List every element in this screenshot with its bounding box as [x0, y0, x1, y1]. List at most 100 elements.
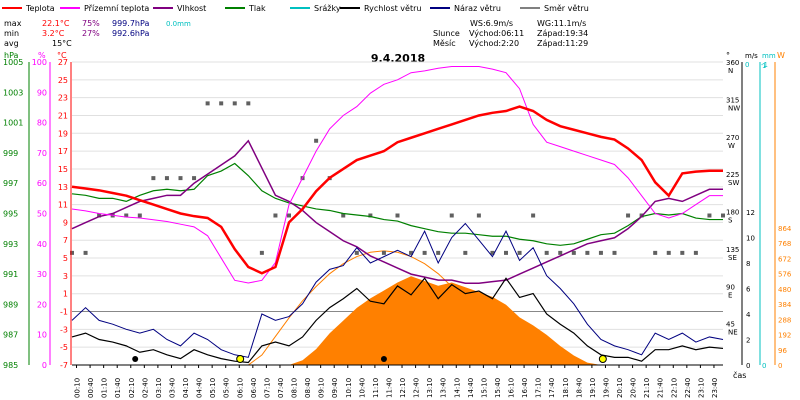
legend: Teplota Přízemní teplota Vlhkost Tlak Srážky… [2, 4, 589, 13]
stats-max-label: max [4, 19, 22, 28]
pct-tick-3: 30 [37, 270, 47, 279]
x-tick-label-11: 05:40 [223, 378, 231, 398]
x-tick-label-45: 22:40 [684, 378, 692, 398]
wm2-tick-8: 768 [778, 240, 791, 248]
ground-temp-line [71, 65, 723, 284]
x-tick-label-13: 06:40 [250, 378, 258, 398]
dir-tick-lbl-3: S [728, 217, 733, 225]
degc-tick-10: 13 [58, 183, 68, 192]
stats-moon-rise: Východ:2:20 [469, 39, 519, 48]
wind-dir-mark-12 [232, 101, 237, 106]
ms-unit: m/s [745, 52, 758, 60]
dir-tick-deg-4: 225 [726, 171, 739, 179]
x-tick-label-41: 20:40 [630, 378, 638, 398]
wind-dir-mark-10 [205, 101, 210, 106]
x-tick-label-26: 13:10 [426, 378, 434, 398]
x-tick-label-23: 11:40 [385, 378, 393, 398]
degc-tick-11: 15 [58, 165, 68, 174]
wind-dir-mark-20 [341, 213, 346, 218]
mm-tick-1: 1 [762, 62, 766, 70]
wind-dir-mark-43 [653, 250, 658, 255]
wind-dir-mark-0 [70, 250, 74, 255]
stats-min-label: min [4, 29, 19, 38]
sunrise-marker [236, 355, 245, 363]
stats-block: max 22.1°C 75% 999.7hPa 0.0mm min 3.2°C … [4, 19, 588, 48]
pct-tick-9: 90 [37, 88, 47, 97]
wind-dir-mark-27 [436, 250, 441, 255]
deg-unit: ° [726, 51, 730, 60]
pct-tick-6: 60 [37, 179, 47, 188]
stats-max-rain: 0.0mm [166, 20, 191, 28]
stats-min-temp: 3.2°C [42, 29, 65, 38]
ms-tick-3: 6 [746, 286, 751, 294]
legend-label-5: Rychlost větru [364, 4, 421, 13]
x-tick-label-47: 23:40 [711, 378, 719, 398]
degc-tick-8: 9 [63, 218, 68, 227]
ms-tick-4: 8 [746, 260, 750, 268]
ms-tick-0: 0 [746, 362, 750, 370]
stats-sun-set: Západ:19:34 [537, 29, 588, 38]
wind-dir-mark-5 [137, 213, 142, 218]
wind-dir-mark-48 [721, 213, 725, 218]
wind-dir-mark-28 [449, 213, 454, 218]
x-tick-label-39: 19:40 [602, 378, 610, 398]
wind-dir-mark-26 [422, 250, 427, 255]
hpa-tick-0: 985 [3, 361, 18, 370]
plot-area [70, 61, 725, 366]
stats-min-press: 992.6hPa [112, 29, 149, 38]
x-tick-label-4: 02:10 [128, 378, 136, 398]
dir-tick-deg-3: 180 [726, 209, 739, 217]
pct-tick-2: 20 [37, 300, 47, 309]
x-tick-label-2: 01:10 [101, 378, 109, 398]
degc-tick-16: 25 [58, 76, 68, 85]
x-tick-label-0: 00:10 [74, 378, 82, 398]
stats-max-temp: 22.1°C [42, 19, 70, 28]
x-tick-label-16: 08:10 [291, 378, 299, 398]
x-tick-label-1: 00:40 [87, 378, 95, 398]
ms-tick-1: 2 [746, 337, 750, 345]
pct-tick-4: 40 [37, 240, 47, 249]
wind-dir-mark-4 [124, 213, 129, 218]
x-tick-label-5: 02:40 [141, 378, 149, 398]
wm2-tick-7: 672 [778, 255, 791, 263]
stats-max-hum: 75% [82, 19, 100, 28]
pct-tick-7: 70 [37, 149, 47, 158]
dir-tick-lbl-7: N [728, 67, 733, 75]
wind-dir-mark-45 [680, 250, 685, 255]
hpa-tick-4: 993 [3, 240, 18, 249]
chart-title: 9.4.2018 [371, 52, 425, 65]
degc-tick-15: 23 [58, 94, 68, 103]
wind-dir-mark-37 [571, 250, 576, 255]
wind-dir-mark-11 [219, 101, 224, 106]
dir-tick-deg-1: 90 [726, 283, 735, 291]
x-tick-label-34: 17:10 [535, 378, 543, 398]
wind-dir-mark-16 [287, 213, 291, 218]
x-tick-label-28: 14:10 [453, 378, 461, 398]
x-tick-label-33: 16:40 [521, 378, 529, 398]
mm-top-label: -1 [761, 61, 768, 69]
legend-label-0: Teplota [25, 4, 55, 13]
wind-dir-mark-21 [354, 250, 359, 255]
degc-tick-3: -1 [60, 308, 68, 317]
wind-dir-mark-31 [490, 250, 495, 255]
stats-sun-rise: Východ:06:11 [469, 29, 524, 38]
x-tick-label-29: 14:40 [467, 378, 475, 398]
hpa-tick-9: 1003 [3, 88, 23, 97]
hpa-tick-6: 997 [3, 179, 18, 188]
degc-tick-13: 19 [58, 129, 68, 138]
degc-tick-7: 7 [63, 236, 68, 245]
wm2-tick-6: 576 [778, 271, 792, 279]
moonset-marker [380, 356, 387, 362]
stats-min-hum: 27% [82, 29, 100, 38]
x-tick-label-21: 10:40 [358, 378, 366, 398]
stats-wg: WG:11.1m/s [537, 19, 586, 28]
dir-tick-deg-0: 45 [726, 321, 735, 329]
hpa-tick-3: 991 [3, 270, 18, 279]
wind-dir-mark-24 [395, 213, 400, 218]
wm2-tick-4: 384 [778, 301, 792, 309]
pct-tick-1: 10 [37, 331, 47, 340]
x-tick-label-38: 19:10 [589, 378, 597, 398]
wind-dir-mark-8 [178, 176, 183, 181]
wind-dir-mark-30 [476, 213, 481, 218]
wm2-unit: W [777, 51, 785, 60]
